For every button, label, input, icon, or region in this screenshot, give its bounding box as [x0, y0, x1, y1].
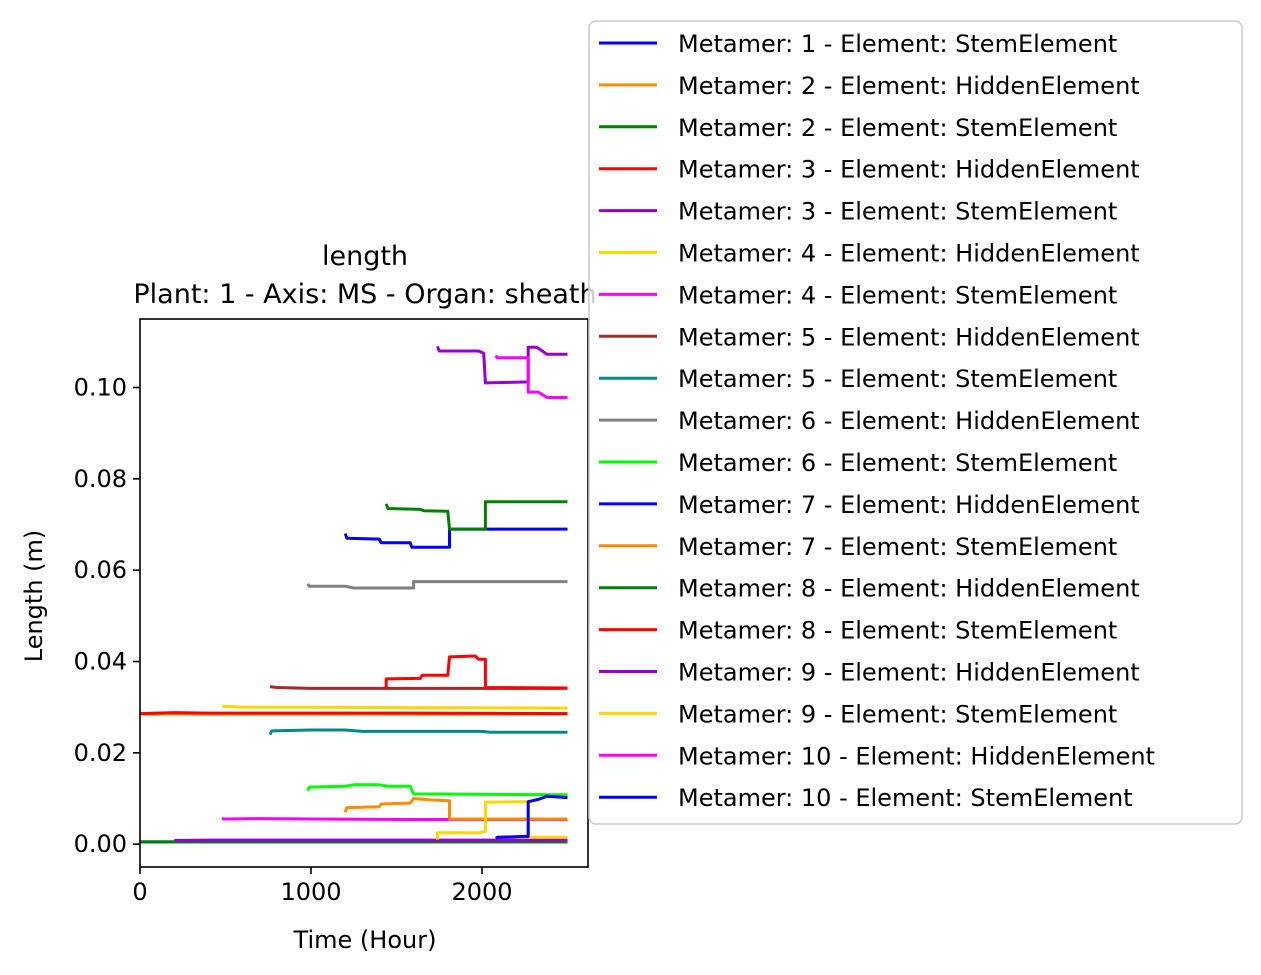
- x-tick-label: 2000: [451, 878, 512, 906]
- legend-label-11: Metamer: 6 - Element: StemElement: [678, 449, 1117, 477]
- x-axis-label: Time (Hour): [293, 926, 437, 954]
- series-line-9: [268, 728, 568, 736]
- series-line-15: [384, 654, 568, 690]
- y-tick-label: 0.00: [74, 830, 127, 858]
- y-axis-label: Length (m): [20, 530, 48, 663]
- legend-label-9: Metamer: 5 - Element: StemElement: [678, 365, 1117, 393]
- series-line-18: [494, 354, 568, 399]
- series-line-11: [306, 783, 568, 797]
- series-line-19: [494, 794, 568, 840]
- y-tick-label: 0.02: [74, 739, 127, 767]
- y-axis-ticks: 0.00 0.02 0.04 0.06 0.08 0.10: [74, 374, 140, 858]
- series-line-8: [269, 685, 568, 690]
- legend-label-14: Metamer: 8 - Element: HiddenElement: [678, 575, 1140, 603]
- series-line-6: [222, 704, 568, 710]
- chart-subtitle: Plant: 1 - Axis: MS - Organ: sheath: [133, 279, 596, 310]
- series-line-14: [384, 500, 568, 531]
- legend-label-17: Metamer: 9 - Element: StemElement: [678, 700, 1117, 728]
- series-line-16: [436, 345, 568, 385]
- x-axis-ticks: 0 1000 2000: [132, 867, 513, 906]
- y-tick-label: 0.04: [74, 648, 127, 676]
- legend-label-12: Metamer: 7 - Element: HiddenElement: [678, 491, 1140, 519]
- legend-label-3: Metamer: 2 - Element: StemElement: [678, 114, 1117, 142]
- legend-items: Metamer: 1 - Element: StemElement Metamer…: [599, 30, 1155, 812]
- y-tick-label: 0.06: [74, 556, 127, 584]
- legend-label-16: Metamer: 9 - Element: HiddenElement: [678, 659, 1140, 687]
- series-line-10: [306, 580, 568, 590]
- legend-label-8: Metamer: 5 - Element: HiddenElement: [678, 323, 1140, 351]
- legend: Metamer: 1 - Element: StemElement Metamer…: [588, 20, 1243, 825]
- plot-frame: [139, 318, 589, 868]
- legend-label-6: Metamer: 4 - Element: HiddenElement: [678, 240, 1140, 268]
- legend-label-1: Metamer: 1 - Element: StemElement: [678, 30, 1117, 58]
- legend-label-10: Metamer: 6 - Element: HiddenElement: [678, 407, 1140, 435]
- legend-label-15: Metamer: 8 - Element: StemElement: [678, 617, 1117, 645]
- plot-series-group: [139, 345, 568, 844]
- legend-label-19: Metamer: 10 - Element: StemElement: [678, 784, 1133, 812]
- series-line-7: [221, 817, 568, 821]
- series-line-13: [343, 797, 568, 821]
- y-tick-label: 0.08: [74, 465, 127, 493]
- chart-title: length: [322, 241, 408, 272]
- x-tick-label: 0: [132, 878, 147, 906]
- series-line-12: [343, 527, 568, 549]
- legend-frame: [588, 20, 1243, 825]
- legend-label-18: Metamer: 10 - Element: HiddenElement: [678, 742, 1155, 770]
- y-tick-label: 0.10: [74, 374, 127, 402]
- legend-label-7: Metamer: 4 - Element: StemElement: [678, 281, 1117, 309]
- legend-label-2: Metamer: 2 - Element: HiddenElement: [678, 72, 1140, 100]
- series-line-4: [139, 711, 568, 716]
- legend-label-4: Metamer: 3 - Element: HiddenElement: [678, 156, 1140, 184]
- legend-label-5: Metamer: 3 - Element: StemElement: [678, 198, 1117, 226]
- x-tick-label: 1000: [280, 878, 341, 906]
- legend-label-13: Metamer: 7 - Element: StemElement: [678, 533, 1117, 561]
